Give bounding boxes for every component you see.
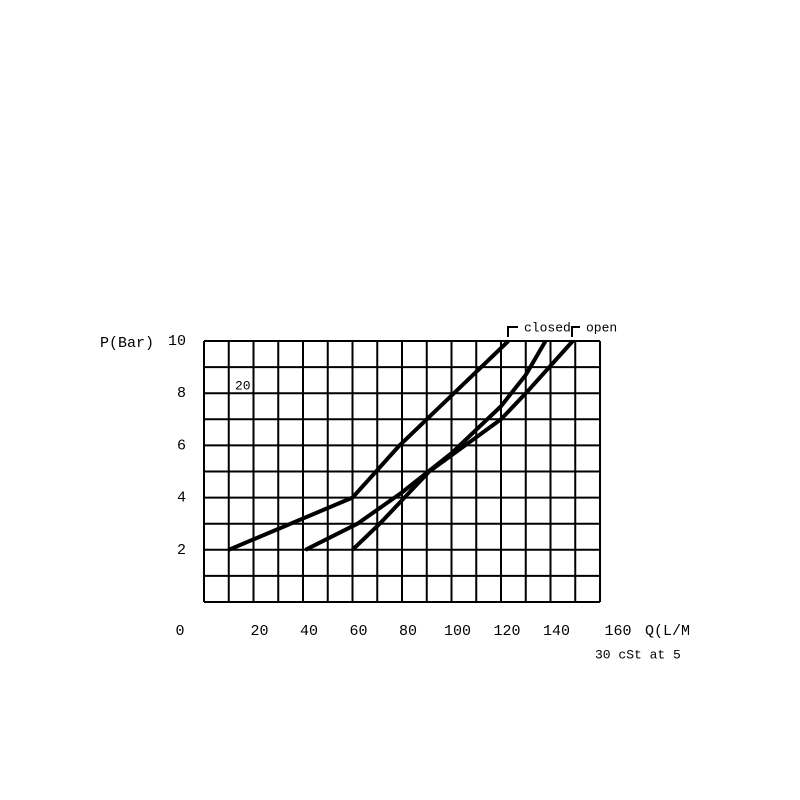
y-tick-label: 8 [177,385,186,402]
y-tick-label: 4 [177,490,186,507]
x-tick-label: 20 [250,623,268,640]
y-tick-label: 2 [177,542,186,559]
annotation: open [586,320,617,335]
curve [227,339,510,552]
annotation: 20 [235,378,251,393]
x-tick-label: 100 [444,623,471,640]
y-tick-label: 10 [168,333,186,350]
x-tick-label: 120 [493,623,520,640]
arrow [507,326,518,337]
x-tick-label: 80 [399,623,417,640]
x-tick-label: 160 [604,623,631,640]
x-tick-label: 60 [349,623,367,640]
y-tick-label: 6 [177,437,186,454]
note: 30 cSt at 5 [595,647,681,662]
arrow [571,326,580,337]
y-axis-label: P(Bar) [100,335,154,352]
annotation: closed [524,320,571,335]
x-tick-label: 40 [300,623,318,640]
x-axis-label: Q(L/M [645,623,690,640]
curve [351,339,575,552]
x-tick-label: 0 [175,623,184,640]
x-tick-label: 140 [543,623,570,640]
